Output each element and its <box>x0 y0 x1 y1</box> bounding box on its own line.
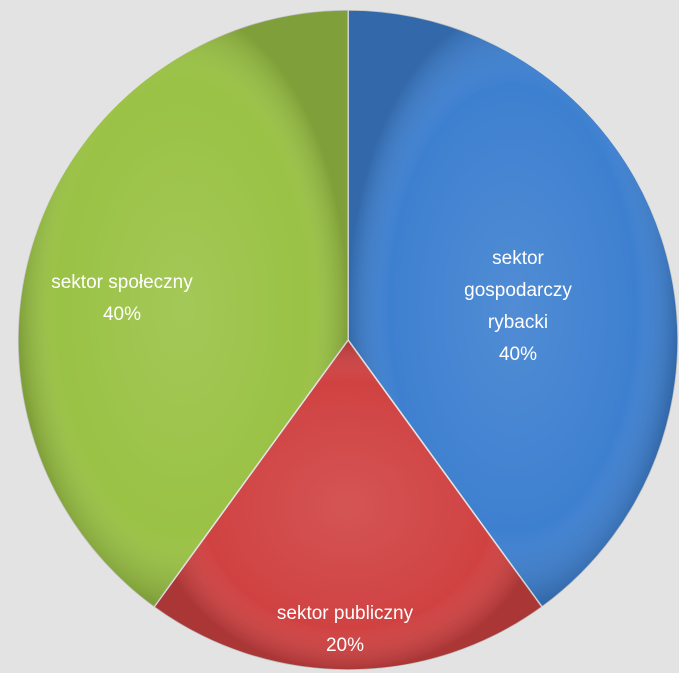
pie-slice-label: sektor gospodarczy rybacki 40% <box>464 248 572 365</box>
pie-slice-label: sektor społeczny 40% <box>51 272 193 325</box>
pie-slices <box>17 9 679 671</box>
pie-category-label: sektor <box>492 248 544 269</box>
pie-category-label: sektor publiczny <box>277 603 414 624</box>
pie-labels: sektor gospodarczy rybacki 40% sektor public… <box>51 248 572 656</box>
pie-percent-label: 20% <box>326 635 364 656</box>
pie-category-label: gospodarczy <box>464 280 572 301</box>
pie-slice-shading <box>348 10 678 607</box>
pie-slice-shading <box>154 340 542 670</box>
pie-category-label: sektor społeczny <box>51 272 193 293</box>
pie-percent-label: 40% <box>499 344 537 365</box>
pie-slice-shading <box>18 10 349 607</box>
pie-slice-label: sektor publiczny 20% <box>277 603 414 656</box>
pie-percent-label: 40% <box>103 304 141 325</box>
pie-category-label: rybacki <box>488 312 548 333</box>
